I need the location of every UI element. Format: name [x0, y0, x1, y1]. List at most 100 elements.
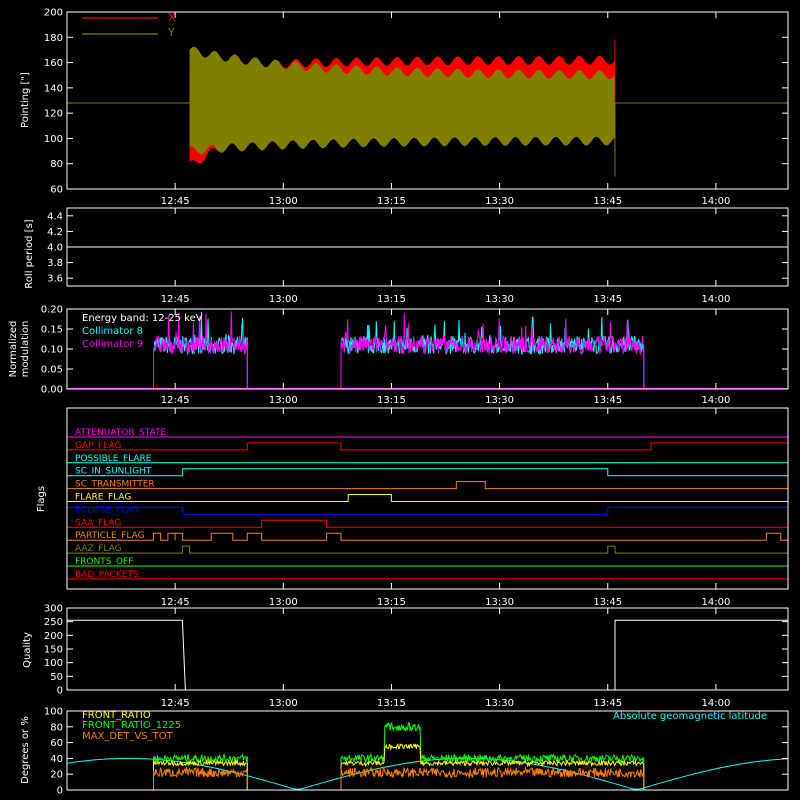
flag-label: AAZ_FLAG [75, 544, 122, 554]
quality-trace [67, 619, 788, 691]
y-tick-label: 40 [50, 754, 63, 765]
x-tick-label: 13:00 [269, 698, 298, 709]
x-tick-label: 13:15 [377, 196, 406, 207]
y-tick-label: 120 [44, 109, 63, 120]
y-tick-label: 0.20 [41, 305, 63, 316]
ratios-data [66, 721, 789, 790]
pointing-legend: X Y [82, 11, 176, 39]
ratios-axes-frame [66, 710, 789, 791]
y-tick-label: 60 [50, 185, 63, 196]
roll-period-panel: 3.6 3.8 4.0 4.2 4.4 12:45 13:00 13:15 13:30 13:4… [24, 207, 789, 305]
x-tick-label: 13:30 [485, 395, 514, 406]
x-tick-label: 13:30 [485, 597, 514, 608]
flag-trace [67, 468, 788, 477]
modulation-panel: 0.00 0.05 0.10 0.15 0.20 12:45 13:00 13:15 13:3… [8, 305, 789, 406]
legend-label-y: Y [167, 26, 175, 39]
flag-label: SC_TRANSMITTER [75, 480, 155, 490]
x-tick-label: 14:00 [701, 196, 730, 207]
flag-label: PARTICLE_FLAG [75, 531, 145, 541]
legend-collimator-9: Collimator 9 [82, 339, 143, 350]
y-tick-label: 4.4 [47, 211, 63, 222]
quality-y-ticks: 0 50 100 150 200 250 300 [44, 604, 788, 697]
roll-x-ticks: 12:45 13:00 13:15 13:30 13:45 14:00 [161, 208, 730, 305]
ratios-y-label: Degrees or % [20, 716, 31, 784]
x-tick-label: 13:15 [377, 597, 406, 608]
y-tick-label: 0.10 [41, 345, 63, 356]
flag-trace [67, 494, 788, 502]
legend-front-ratio: FRONT_RATIO [82, 710, 151, 721]
y-tick-label: 20 [50, 770, 63, 781]
legend-max-det-vs-tot: MAX_DET_VS_TOT [82, 731, 174, 742]
quality-y-label: Quality [22, 632, 33, 668]
x-tick-label: 12:45 [161, 294, 190, 305]
front-ratio-trace [153, 743, 645, 790]
y-tick-label: 4.0 [47, 243, 63, 254]
ratios-legend: FRONT_RATIO FRONT_RATIO_1225 MAX_DET_VS_… [82, 710, 767, 742]
ratios-y-ticks: 0 20 40 60 80 100 [44, 707, 788, 797]
pointing-panel: 60 80 100 120 140 160 180 200 12:45 13:00 13:15 13… [20, 8, 789, 207]
legend-collimator-8: Collimator 8 [82, 326, 143, 337]
x-tick-label: 13:15 [377, 395, 406, 406]
pointing-data [67, 39, 788, 177]
flag-label: BAD_PACKETS [75, 570, 139, 580]
y-pointing-band [189, 46, 615, 155]
flag-label: SC_IN_SUNLIGHT [75, 467, 152, 477]
x-tick-label: 13:30 [485, 698, 514, 709]
flag-trace [67, 519, 788, 528]
flag-trace [67, 532, 788, 541]
x-tick-label: 13:45 [593, 597, 622, 608]
x-tick-label: 12:45 [161, 597, 190, 608]
y-tick-label: 200 [44, 631, 63, 642]
x-tick-label: 13:45 [593, 698, 622, 709]
x-tick-label: 14:00 [701, 294, 730, 305]
y-tick-label: 3.8 [47, 258, 63, 269]
x-tick-label: 13:15 [377, 698, 406, 709]
x-tick-label: 14:00 [701, 395, 730, 406]
y-tick-label: 160 [44, 58, 63, 69]
roll-y-label: Roll period [s] [24, 219, 35, 288]
y-tick-label: 80 [50, 159, 63, 170]
legend-label-x: X [168, 11, 176, 24]
flags-y-label: Flags [36, 486, 47, 512]
legend-front-ratio-1225: FRONT_RATIO_1225 [82, 720, 181, 731]
y-tick-label: 4.2 [47, 227, 63, 238]
geomag-latitude-label: Absolute geomagnetic latitude [613, 711, 767, 722]
x-tick-label: 13:15 [377, 294, 406, 305]
modulation-x-ticks: 12:45 13:00 13:15 13:30 13:45 14:00 [161, 309, 730, 406]
flag-label: GAP_FLAG [75, 441, 121, 451]
flag-label: ECLIPSE_FLAG [75, 505, 139, 515]
flag-label: ATTENUATOR_STATE [75, 428, 167, 438]
y-tick-label: 100 [44, 658, 63, 669]
y-tick-label: 50 [50, 672, 63, 683]
flags-axes-frame [66, 407, 789, 590]
y-tick-label: 0 [57, 686, 63, 697]
flag-trace [67, 545, 788, 554]
y-tick-label: 0 [57, 786, 63, 797]
flag-trace [66, 506, 789, 515]
flag-label: POSSIBLE_FLARE [75, 454, 152, 464]
y-tick-label: 140 [44, 83, 63, 94]
flags-panel: ATTENUATOR_STATE GAP_FLAG POSSIBLE_FLARE SC… [36, 407, 789, 608]
y-tick-label: 0.15 [41, 325, 63, 336]
y-tick-label: 0.00 [41, 385, 63, 396]
x-tick-label: 13:45 [593, 294, 622, 305]
x-tick-label: 12:45 [161, 698, 190, 709]
y-tick-label: 0.05 [41, 365, 63, 376]
x-tick-label: 13:00 [269, 395, 298, 406]
y-tick-label: 150 [44, 645, 63, 656]
x-tick-label: 13:45 [593, 196, 622, 207]
flag-label: SAA_FLAG [75, 518, 121, 528]
y-tick-label: 80 [50, 722, 63, 733]
y-tick-label: 100 [44, 134, 63, 145]
flag-label: FLARE_FLAG [75, 493, 131, 503]
pointing-axes-frame [66, 11, 789, 190]
x-tick-label: 13:30 [485, 294, 514, 305]
flag-label: FRONTS_OFF [75, 557, 133, 567]
modulation-y-label-1: Normalized [8, 321, 19, 378]
max-det-vs-tot-trace [153, 765, 645, 790]
x-tick-label: 14:00 [701, 698, 730, 709]
pointing-y-label: Pointing ["] [20, 72, 31, 128]
modulation-y-ticks: 0.00 0.05 0.10 0.15 0.20 [41, 305, 788, 396]
